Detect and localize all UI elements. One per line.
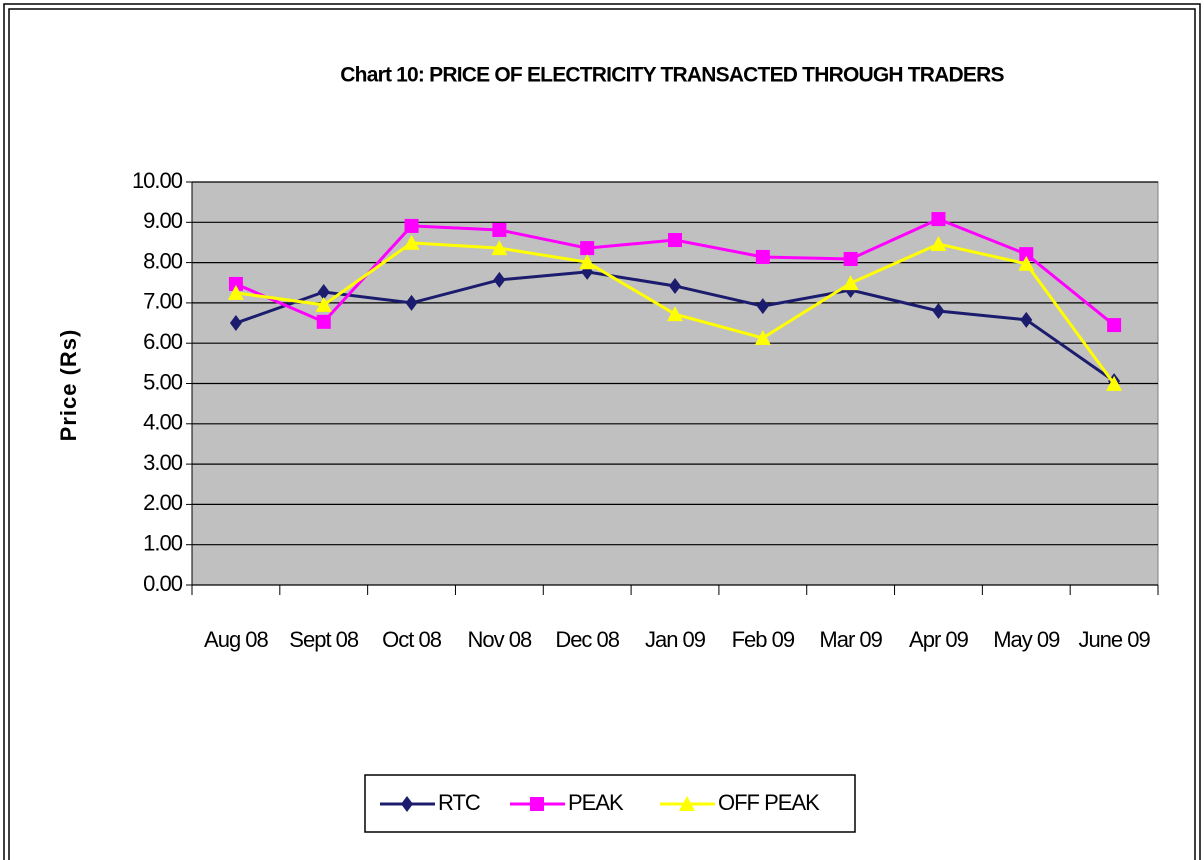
marker: [404, 218, 419, 233]
marker: [930, 236, 947, 252]
x-tick-label: May 09: [993, 627, 1060, 652]
x-tick-label: Nov 08: [468, 627, 532, 652]
marker: [1020, 311, 1033, 328]
marker: [315, 296, 332, 312]
y-tick-label: 2.00: [143, 490, 183, 515]
marker: [227, 284, 244, 300]
y-tick-label: 0.00: [143, 571, 183, 596]
marker: [316, 314, 331, 329]
y-tick-label: 9.00: [143, 208, 183, 233]
frame: [3, 3, 1201, 860]
marker: [669, 277, 681, 294]
x-tick-label: Apr 09: [909, 627, 969, 652]
marker: [229, 315, 242, 332]
x-tick-label: Jan 09: [645, 627, 706, 652]
x-tick-label: Sept 08: [289, 627, 359, 652]
chart-title: Chart 10: PRICE OF ELECTRICITY TRANSACTE…: [340, 64, 1004, 87]
y-axis-label: Price (Rs): [56, 329, 81, 442]
y-tick-label: 1.00: [143, 531, 183, 556]
x-tick-label: June 09: [1078, 627, 1150, 652]
legend-marker: [679, 796, 695, 811]
y-tick-label: 4.00: [143, 410, 183, 435]
y-tick-label: 6.00: [143, 329, 183, 354]
marker: [754, 329, 771, 345]
legend-marker: [401, 796, 413, 812]
legend-label: PEAK: [568, 790, 624, 815]
y-tick-label: 5.00: [143, 369, 183, 394]
legend-marker: [530, 797, 544, 811]
x-tick-label: Dec 08: [555, 627, 619, 652]
marker: [492, 222, 507, 237]
marker: [580, 241, 595, 256]
marker: [1019, 247, 1034, 262]
marker: [317, 284, 330, 301]
marker: [579, 254, 596, 270]
y-tick-label: 8.00: [143, 248, 183, 273]
marker: [493, 271, 506, 288]
x-tick-label: Feb 09: [732, 627, 795, 652]
marker: [842, 275, 859, 291]
marker: [405, 294, 418, 311]
marker: [755, 249, 770, 264]
y-tick-label: 10.00: [132, 168, 183, 193]
legend-label: RTC: [438, 790, 481, 815]
marker: [491, 240, 508, 256]
x-tick-label: Mar 09: [819, 627, 882, 652]
y-tick-label: 7.00: [143, 289, 183, 314]
marker: [931, 212, 946, 227]
y-tick-label: 3.00: [143, 450, 183, 475]
marker: [403, 234, 420, 250]
marker: [843, 251, 858, 266]
marker: [1107, 318, 1122, 333]
marker: [932, 302, 945, 319]
x-tick-label: Aug 08: [204, 627, 268, 652]
marker: [1106, 375, 1123, 391]
marker: [228, 276, 243, 291]
marker: [667, 306, 683, 322]
legend-label: OFF PEAK: [718, 790, 820, 815]
x-tick-label: Oct 08: [382, 627, 442, 652]
legend-box: [364, 774, 856, 833]
marker: [668, 233, 682, 248]
marker: [756, 298, 769, 315]
marker: [1018, 255, 1035, 271]
